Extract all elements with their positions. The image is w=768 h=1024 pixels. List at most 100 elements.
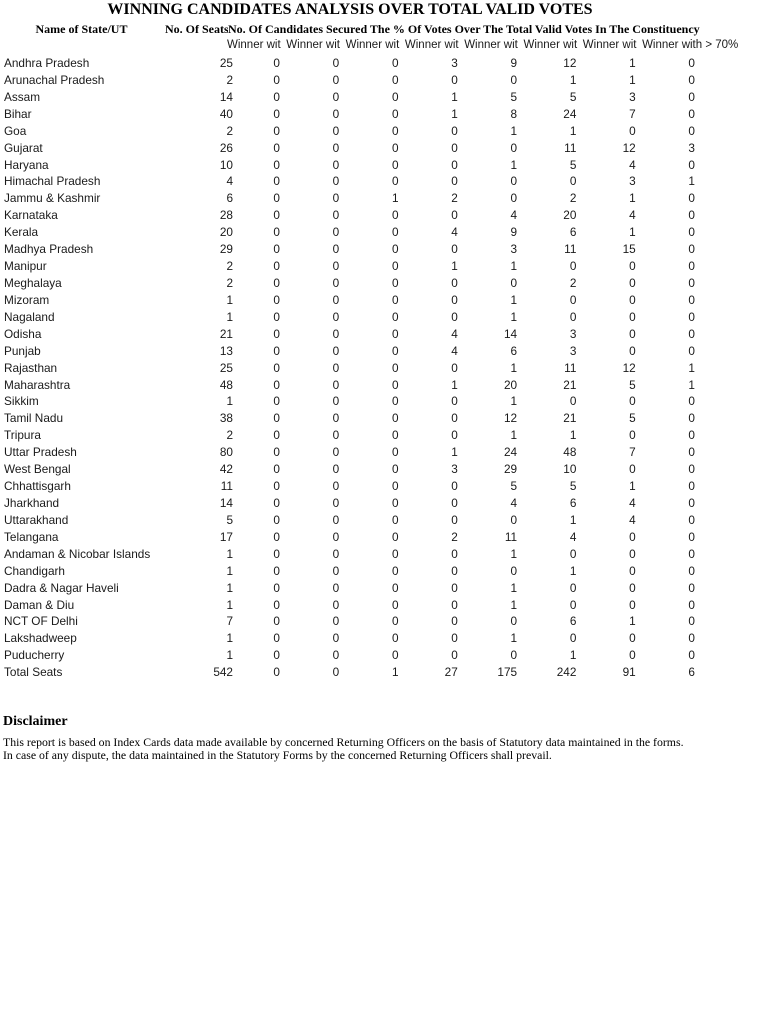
winner-count-7: 0 [629, 428, 636, 443]
winner-count-7: 0 [629, 631, 636, 646]
winner-count-1: 0 [273, 631, 280, 646]
winner-count-3: 0 [391, 174, 399, 189]
winner-count-4: 1 [451, 259, 458, 274]
winner-count-4: 3 [451, 56, 458, 70]
winner-count-8: 1 [688, 360, 695, 375]
winner-count-2: 0 [332, 546, 340, 561]
winner-count-5: 0 [510, 72, 518, 87]
winner-count-8: 0 [688, 394, 695, 409]
winner-count-6: 0 [569, 546, 577, 561]
winner-count-3: 0 [391, 479, 399, 494]
winner-count-1: 0 [273, 546, 280, 561]
winner-count-2: 0 [332, 445, 340, 460]
winner-count-2: 0 [332, 275, 340, 290]
winner-count-7: 4 [629, 512, 636, 527]
winner-count-3: 0 [391, 259, 399, 274]
seats-value: 28 [219, 208, 233, 223]
winner-count-5: 1 [510, 292, 518, 307]
winner-count-2: 0 [332, 174, 340, 189]
state-name: Total Seats [4, 665, 63, 680]
winner-count-5: 0 [510, 191, 518, 206]
winner-count-3: 0 [391, 106, 399, 121]
winner-count-2: 0 [332, 89, 340, 104]
winner-count-4: 0 [451, 495, 458, 510]
winner-count-7: 1 [629, 191, 636, 206]
seats-value: 42 [219, 462, 233, 477]
winner-count-5: 175 [497, 665, 518, 680]
winner-count-8: 0 [688, 563, 695, 578]
state-name: Meghalaya [4, 275, 62, 290]
winner-count-2: 0 [332, 563, 340, 578]
winner-count-8: 0 [688, 309, 695, 324]
state-name: Haryana [4, 157, 49, 172]
candidates-span-header: No. Of Candidates Secured The % Of Votes… [228, 22, 700, 36]
table-row: Manipur 2 0 0 0 1 1 0 0 0 [0, 258, 697, 275]
state-name: Arunachal Pradesh [4, 72, 105, 87]
table-row: Puducherry 1 0 0 0 0 0 1 0 0 [0, 647, 697, 664]
winner-count-8: 0 [688, 631, 695, 646]
winner-count-2: 0 [332, 597, 340, 612]
winner-count-4: 1 [451, 106, 458, 121]
table-row: Meghalaya 2 0 0 0 0 0 2 0 0 [0, 275, 697, 292]
winner-count-1: 0 [273, 614, 280, 629]
winner-count-1: 0 [273, 191, 280, 206]
winner-count-5: 0 [510, 174, 518, 189]
sub-col-header-4: Winner wit [404, 39, 459, 51]
winner-count-6: 4 [569, 529, 577, 544]
winner-count-8: 6 [688, 665, 695, 680]
state-name: Rajasthan [4, 360, 58, 375]
winner-count-8: 1 [688, 174, 695, 189]
winner-count-4: 1 [451, 89, 458, 104]
winner-count-7: 0 [629, 309, 636, 324]
winner-count-1: 0 [273, 123, 280, 138]
winner-count-5: 29 [503, 462, 518, 477]
winner-count-4: 0 [451, 174, 458, 189]
winner-count-8: 0 [688, 462, 695, 477]
winner-count-2: 0 [332, 191, 340, 206]
winner-count-6: 20 [563, 208, 577, 223]
winner-count-6: 0 [569, 174, 577, 189]
winner-count-8: 0 [688, 479, 695, 494]
winner-count-1: 0 [273, 72, 280, 87]
winner-count-2: 0 [332, 157, 340, 172]
winner-count-5: 0 [510, 563, 518, 578]
seats-value: 20 [219, 225, 233, 240]
seats-value: 1 [226, 292, 233, 307]
winner-count-4: 0 [451, 479, 458, 494]
winner-count-3: 0 [391, 157, 399, 172]
winner-count-3: 0 [391, 343, 399, 358]
winner-count-1: 0 [273, 428, 280, 443]
seats-value: 80 [219, 445, 233, 460]
table-row: Dadra & Nagar Haveli 1 0 0 0 0 1 0 0 0 [0, 580, 697, 597]
winner-count-7: 1 [629, 72, 636, 87]
winner-count-5: 6 [510, 343, 518, 358]
winner-count-3: 0 [391, 72, 399, 87]
state-name: Gujarat [4, 140, 43, 155]
seats-value: 1 [226, 580, 233, 595]
winner-count-7: 1 [629, 479, 636, 494]
winner-count-1: 0 [273, 174, 280, 189]
winner-count-8: 0 [688, 208, 695, 223]
table-row: Telangana 17 0 0 0 2 11 4 0 0 [0, 529, 697, 546]
winner-count-2: 0 [332, 225, 340, 240]
winner-count-2: 0 [332, 343, 340, 358]
table-row: Himachal Pradesh 4 0 0 0 0 0 0 3 1 [0, 173, 697, 190]
seats-value: 1 [226, 631, 233, 646]
winner-count-6: 0 [569, 292, 577, 307]
winner-count-8: 0 [688, 411, 695, 426]
page-title: WINNING CANDIDATES ANALYSIS OVER TOTAL V… [107, 1, 593, 18]
winner-count-8: 1 [688, 377, 695, 392]
winner-count-5: 14 [503, 326, 518, 341]
winner-count-4: 0 [451, 292, 458, 307]
winner-count-3: 0 [391, 563, 399, 578]
winner-count-2: 0 [332, 140, 340, 155]
seats-value: 26 [219, 140, 233, 155]
winner-count-4: 0 [451, 546, 458, 561]
winner-count-7: 12 [622, 140, 636, 155]
winner-count-2: 0 [332, 360, 340, 375]
winner-count-5: 1 [510, 631, 518, 646]
winner-count-6: 0 [569, 597, 577, 612]
state-name: Puducherry [4, 648, 65, 663]
state-name: Karnataka [4, 208, 58, 223]
